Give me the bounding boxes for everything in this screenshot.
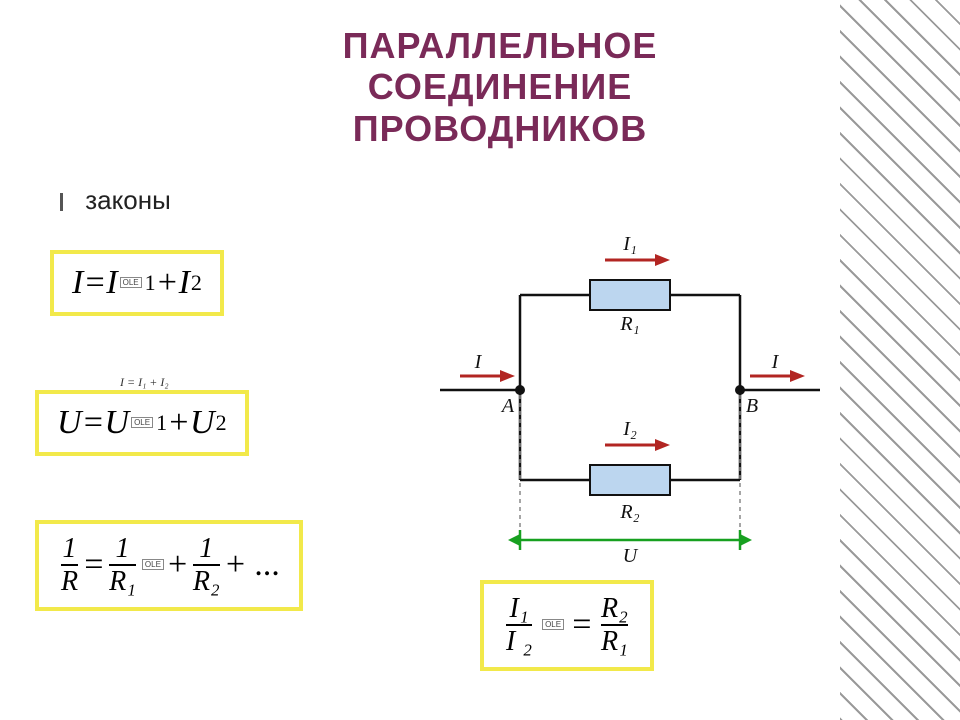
ole-icon: OLE (120, 277, 142, 288)
circuit-diagram: I₁ I₂ I I R₁ R₂ A B U (430, 230, 830, 570)
title-l2: СОЕДИНЕНИЕ (368, 66, 633, 107)
lbl-U: U (623, 545, 639, 567)
f1-plus: + (156, 264, 179, 302)
lbl-I-left: I (474, 351, 483, 373)
f1-I2: I (179, 264, 190, 302)
title-l3: ПРОВОДНИКОВ (353, 108, 648, 149)
lbl-B: B (746, 395, 758, 417)
f2-U2: U (190, 404, 215, 442)
f2-U1: U (105, 404, 130, 442)
lbl-I1: I₁ (622, 233, 637, 255)
f4-lhs: I₁ I ₂ (506, 594, 532, 657)
subtitle-line: законы (60, 185, 171, 216)
f2-s2: 2 (216, 410, 227, 436)
decorative-border (840, 0, 960, 720)
circuit-svg: I₁ I₂ I I R₁ R₂ A B U (430, 230, 830, 570)
f3-tail: + ... (224, 546, 281, 584)
title-l1: ПАРАЛЛЕЛЬНОЕ (343, 25, 658, 66)
ole-icon: OLE (542, 619, 564, 630)
f4-eq: = (570, 606, 593, 644)
f3-eq: = (82, 546, 105, 584)
f3-lhs: 1 R (61, 534, 78, 597)
formula-resistance: 1 R = 1 R₁ OLE + 1 R₂ + ... (35, 520, 303, 611)
f3-r1: 1 R₁ (109, 534, 136, 597)
f2-s1: 1 (156, 410, 167, 436)
f1-s2: 2 (191, 270, 202, 296)
f1-I: I (72, 264, 83, 302)
subtitle-text: законы (85, 185, 171, 215)
f2-U: U (57, 404, 82, 442)
f1-eq: = (83, 264, 106, 302)
formula-current: I = I OLE 1 + I 2 (50, 250, 224, 316)
formula-voltage: U = U OLE 1 + U 2 (35, 390, 249, 456)
f3-plus1: + (166, 546, 189, 584)
f2-plus: + (167, 404, 190, 442)
lbl-I2: I₂ (622, 418, 637, 440)
f1-I1: I (106, 264, 117, 302)
slide-title: ПАРАЛЛЕЛЬНОЕ СОЕДИНЕНИЕ ПРОВОДНИКОВ (180, 25, 820, 149)
tiny-formula: I = I₁ + I₂ (120, 375, 169, 390)
bullet-icon (60, 193, 68, 211)
f3-r2: 1 R₂ (193, 534, 220, 597)
lbl-R1: R₁ (619, 313, 639, 335)
f2-eq: = (82, 404, 105, 442)
formula-ratio: I₁ I ₂ OLE = R₂ R₁ (480, 580, 654, 671)
ole-icon: OLE (142, 559, 164, 570)
lbl-A: A (500, 395, 515, 417)
ole-icon: OLE (131, 417, 153, 428)
f1-s1: 1 (145, 270, 156, 296)
lbl-I-right: I (771, 351, 780, 373)
lbl-R2: R₂ (619, 501, 639, 523)
f4-rhs: R₂ R₁ (601, 594, 628, 657)
